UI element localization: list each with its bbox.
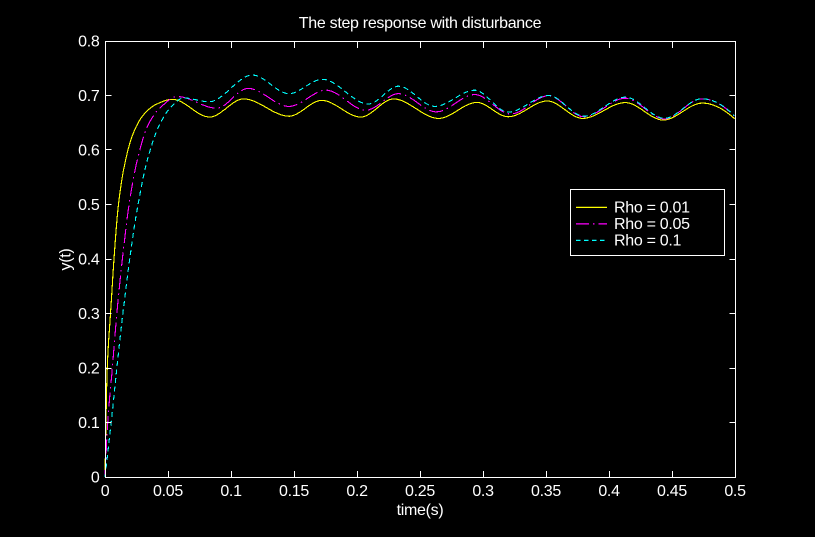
svg-text:0.8: 0.8 — [78, 33, 100, 50]
svg-text:time(s): time(s) — [397, 502, 444, 519]
svg-text:The step response with disturb: The step response with disturbance — [299, 15, 542, 32]
svg-text:0.4: 0.4 — [598, 483, 620, 500]
svg-text:Rho = 0.1: Rho = 0.1 — [614, 233, 682, 250]
svg-text:0.6: 0.6 — [78, 142, 100, 159]
svg-text:0.5: 0.5 — [724, 483, 746, 500]
svg-text:0.1: 0.1 — [220, 483, 242, 500]
svg-text:0.3: 0.3 — [78, 306, 100, 323]
svg-text:Rho = 0.05: Rho = 0.05 — [614, 216, 690, 233]
svg-text:Rho = 0.01: Rho = 0.01 — [614, 200, 690, 217]
svg-text:0.45: 0.45 — [657, 483, 687, 500]
svg-text:0.2: 0.2 — [346, 483, 368, 500]
svg-text:0.25: 0.25 — [405, 483, 435, 500]
svg-text:0: 0 — [101, 483, 110, 500]
svg-text:0.2: 0.2 — [78, 360, 100, 377]
svg-text:0.3: 0.3 — [472, 483, 494, 500]
svg-text:0.4: 0.4 — [78, 251, 100, 268]
svg-text:0.1: 0.1 — [78, 415, 100, 432]
svg-text:0.15: 0.15 — [279, 483, 309, 500]
svg-text:0: 0 — [91, 469, 100, 486]
svg-text:0.35: 0.35 — [531, 483, 561, 500]
svg-text:0.5: 0.5 — [78, 197, 100, 214]
svg-text:0.05: 0.05 — [153, 483, 183, 500]
svg-text:0.7: 0.7 — [78, 88, 100, 105]
svg-text:y(t): y(t) — [58, 249, 75, 271]
